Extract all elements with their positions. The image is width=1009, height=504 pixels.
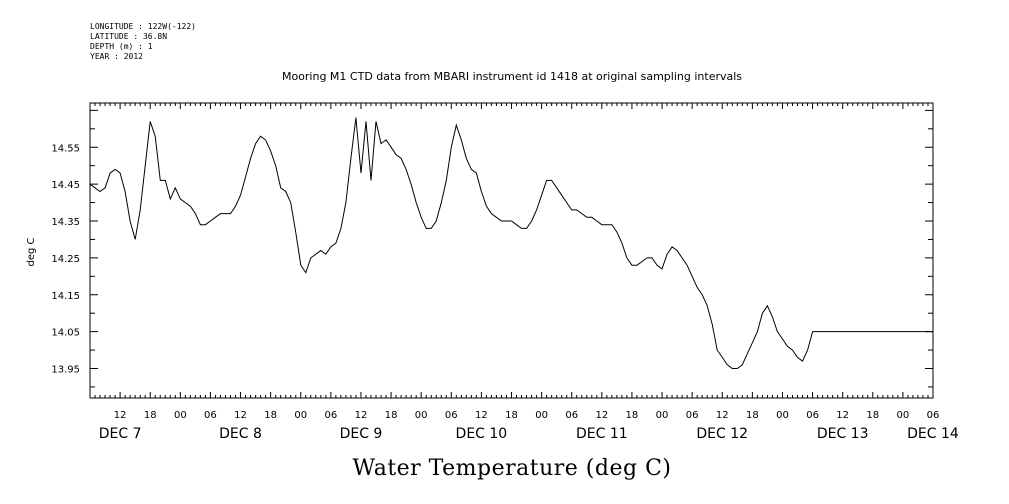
x-tick-label: 06 [686,410,699,421]
x-tick-label: 06 [565,410,578,421]
x-tick-label: 06 [445,410,458,421]
x-axis-label: Water Temperature (deg C) [353,456,672,481]
x-tick-label: 18 [144,410,157,421]
x-tick-label: 00 [174,410,187,421]
tick-marks [89,103,934,398]
x-tick-label: 00 [294,410,307,421]
longitude-text: LONGITUDE : 122W(-122) [90,22,196,31]
depth-text: DEPTH (m) : 1 [90,42,153,51]
day-label: DEC 10 [456,426,508,442]
y-tick-label: 14.35 [51,217,80,228]
x-tick-label: 06 [324,410,337,421]
day-label: DEC 14 [907,426,959,442]
x-tick-label: 18 [866,410,879,421]
plot-frame [89,102,934,399]
x-tick-labels: 12 18 00 06 12 18 00 06 12 18 00 06 12 18 00 06 12 18 00 06… [114,410,940,421]
x-tick-label: 12 [114,410,127,421]
x-tick-label: 00 [656,410,669,421]
y-tick-label: 14.45 [51,180,80,191]
x-tick-label: 18 [505,410,518,421]
day-labels: DEC 7 DEC 8 DEC 9 DEC 10 DEC 11 DEC 12 DEC 13 D… [99,426,959,442]
x-tick-label: 06 [927,410,940,421]
x-tick-label: 12 [234,410,247,421]
x-tick-label: 18 [746,410,759,421]
day-label: DEC 12 [696,426,748,442]
y-axis-label: deg C [26,237,37,266]
y-tick-label: 13.95 [51,365,80,376]
x-tick-label: 06 [204,410,217,421]
day-label: DEC 7 [99,426,142,442]
x-tick-label: 12 [716,410,729,421]
day-label: DEC 8 [219,426,262,442]
x-tick-label: 12 [595,410,608,421]
x-tick-label: 12 [475,410,488,421]
y-tick-label: 14.15 [51,291,80,302]
y-tick-label: 14.55 [51,143,80,154]
day-label: DEC 13 [817,426,869,442]
x-tick-label: 06 [806,410,819,421]
x-tick-label: 00 [415,410,428,421]
day-label: DEC 9 [340,426,383,442]
y-tick-labels: 13.95 14.05 14.15 14.25 14.35 14.45 14.55 [51,143,80,375]
x-tick-label: 18 [264,410,277,421]
x-tick-label: 12 [836,410,849,421]
y-tick-label: 14.25 [51,254,80,265]
latitude-text: LATITUDE : 36.8N [90,32,168,41]
chart-title: Mooring M1 CTD data from MBARI instrumen… [282,70,742,83]
x-tick-label: 12 [355,410,368,421]
temperature-series-line [89,117,933,369]
x-tick-label: 18 [385,410,398,421]
day-label: DEC 11 [576,426,628,442]
year-text: YEAR : 2012 [90,52,143,61]
x-tick-label: 18 [626,410,639,421]
x-tick-label: 00 [897,410,910,421]
metadata-block: LONGITUDE : 122W(-122) LATITUDE : 36.8N … [90,22,196,62]
x-tick-label: 00 [535,410,548,421]
x-tick-label: 00 [776,410,789,421]
y-tick-label: 14.05 [51,328,80,339]
